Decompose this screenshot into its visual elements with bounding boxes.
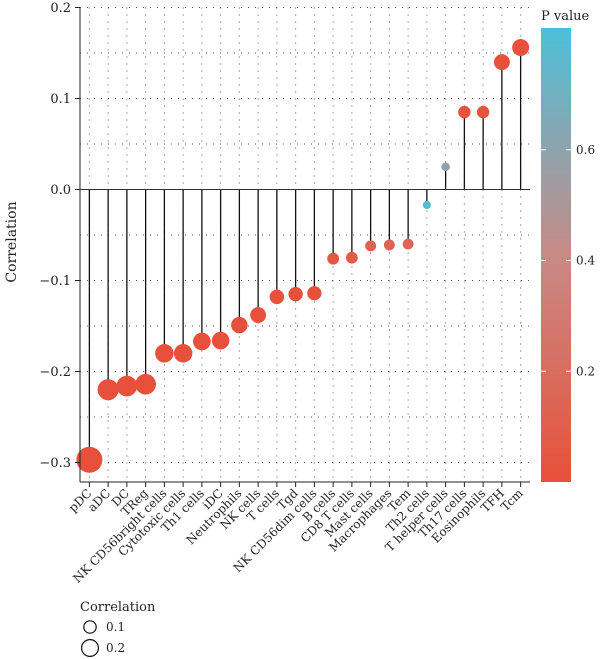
lollipop-point xyxy=(231,316,248,334)
lollipop-point xyxy=(441,162,450,172)
lollipop-point xyxy=(458,105,471,119)
lollipop-point xyxy=(135,373,156,395)
size-legend: Correlation 0.1 0.2 xyxy=(80,600,156,657)
y-axis-title: Correlation xyxy=(4,201,20,282)
lollipop-point xyxy=(173,344,193,363)
y-tick-label: 0.1 xyxy=(50,92,71,107)
size-legend-label: 0.1 xyxy=(106,620,125,634)
lollipop-point xyxy=(402,238,414,250)
y-tick-label: −0.3 xyxy=(39,456,71,471)
lollipop-point xyxy=(155,344,174,363)
lollipop-point xyxy=(250,307,267,323)
lollipop-point xyxy=(116,375,138,397)
lollipop-point xyxy=(269,289,285,305)
points-layer xyxy=(76,39,530,473)
lollipop-point xyxy=(211,331,230,350)
lollipop-point xyxy=(383,239,395,251)
color-legend-bar xyxy=(541,28,571,482)
lollipop-point xyxy=(307,286,322,301)
y-axis: −0.3 −0.2 −0.1 0.0 0.1 0.2 xyxy=(39,1,81,482)
lollipop-point xyxy=(97,379,119,401)
size-legend-circle xyxy=(83,620,97,634)
size-legend-title: Correlation xyxy=(80,600,156,615)
color-legend-label: 0.2 xyxy=(576,364,595,378)
color-legend-title: P value xyxy=(541,9,590,24)
lollipop-point xyxy=(327,252,340,265)
y-tick-label: −0.1 xyxy=(39,274,71,289)
stems-layer xyxy=(88,47,522,460)
y-tick-label: 0.0 xyxy=(50,183,71,198)
y-tick-label: 0.2 xyxy=(50,1,71,16)
y-tick-label: −0.2 xyxy=(39,365,71,380)
lollipop-point xyxy=(422,200,431,210)
lollipop-point xyxy=(493,54,510,71)
size-legend-label: 0.2 xyxy=(106,641,125,655)
lollipop-point xyxy=(288,286,303,302)
color-legend-label: 0.4 xyxy=(576,254,595,268)
lollipop-point xyxy=(345,251,358,264)
lollipop-point xyxy=(365,240,377,252)
size-legend-circle xyxy=(80,638,99,657)
lollipop-point xyxy=(76,446,103,473)
lollipop-point xyxy=(512,39,530,57)
lollipop-point xyxy=(476,105,490,119)
x-tick-label: Tcm xyxy=(498,486,526,514)
lollipop-point xyxy=(193,332,211,351)
color-legend-label: 0.6 xyxy=(576,143,595,157)
color-legend: P value 0.2 0.4 0.6 xyxy=(541,9,595,482)
grid-layer xyxy=(80,7,530,482)
